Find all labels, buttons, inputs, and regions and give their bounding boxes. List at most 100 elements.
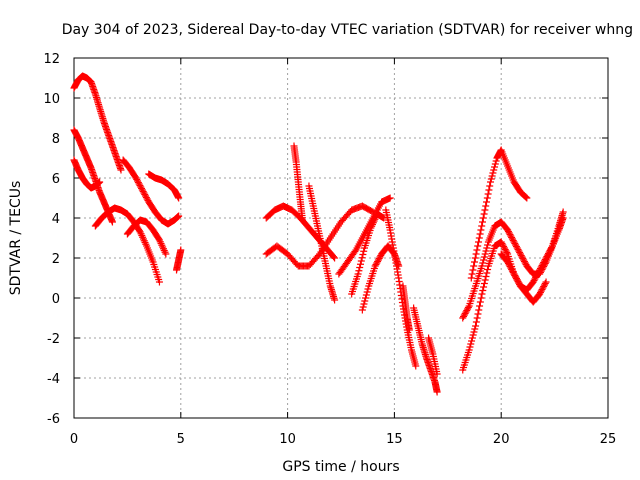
data-point (511, 240, 519, 247)
data-point (510, 270, 518, 278)
data-point (473, 246, 481, 254)
data-point (481, 206, 489, 214)
data-point (479, 259, 487, 267)
data-point (483, 269, 491, 277)
data-point (361, 297, 369, 305)
data-point (374, 256, 382, 264)
data-point (386, 194, 394, 202)
data-point (474, 310, 482, 318)
data-point (512, 273, 520, 281)
data-point (537, 267, 545, 275)
data-point (464, 304, 472, 311)
data-point (470, 262, 478, 270)
data-point (354, 270, 362, 278)
data-point (482, 273, 490, 280)
data-point (500, 244, 508, 252)
data-point (142, 192, 150, 200)
data-point (486, 182, 494, 190)
data-point (518, 253, 526, 261)
data-point (519, 255, 527, 262)
data-point (175, 212, 183, 220)
data-point (515, 279, 523, 287)
data-point (460, 311, 468, 319)
data-point (538, 266, 546, 273)
data-point (505, 229, 513, 237)
data-point (537, 287, 545, 295)
data-point (480, 210, 488, 218)
data-point (500, 243, 508, 250)
data-point (522, 193, 530, 201)
data-point (140, 189, 148, 197)
data-point (511, 272, 519, 279)
data-point (375, 255, 383, 262)
data-point (540, 281, 548, 289)
data-point (505, 261, 513, 269)
data-point (506, 231, 514, 238)
data-point (134, 177, 142, 185)
data-point (520, 256, 528, 264)
data-point (472, 322, 480, 330)
data-point (502, 247, 510, 255)
data-point (479, 218, 487, 226)
data-point (536, 289, 544, 296)
data-point (143, 195, 151, 203)
y-tick-label: -4 (47, 372, 60, 387)
data-point (471, 258, 478, 266)
data-point (530, 277, 538, 284)
data-point (356, 264, 364, 271)
data-point (358, 306, 366, 314)
y-tick-label: -6 (47, 412, 60, 427)
x-tick-label: 20 (493, 432, 510, 447)
data-point (539, 284, 547, 292)
y-tick-label: 0 (52, 292, 60, 307)
data-point (523, 194, 531, 202)
x-tick-label: 5 (177, 432, 185, 447)
data-point (472, 318, 480, 326)
data-point (405, 326, 413, 334)
data-point (478, 290, 486, 298)
y-axis-label: SDTVAR / TECUs (8, 181, 24, 296)
data-point (362, 291, 370, 299)
data-point (135, 227, 143, 235)
data-point (514, 278, 522, 285)
data-point (360, 247, 368, 255)
data-point (540, 261, 548, 269)
data-point (478, 262, 486, 270)
data-point (541, 280, 549, 287)
data-point (459, 314, 467, 322)
data-point (475, 238, 483, 246)
data-points (70, 72, 567, 396)
data-point (376, 253, 384, 261)
data-point (542, 278, 550, 286)
data-point (497, 238, 505, 246)
data-point (509, 237, 517, 244)
data-point (108, 218, 116, 226)
data-point (509, 269, 517, 276)
data-point (371, 262, 379, 270)
data-point (512, 241, 520, 249)
data-point (468, 334, 476, 342)
data-point (175, 194, 183, 202)
data-point (480, 283, 488, 291)
x-axis-tick-labels: 0 5 10 15 20 25 (70, 432, 616, 447)
data-point (536, 290, 544, 298)
data-point (462, 308, 470, 316)
data-point (508, 234, 516, 241)
data-point (356, 260, 364, 268)
data-point (471, 254, 479, 262)
data-point (483, 194, 491, 202)
data-point (177, 246, 185, 254)
data-point (482, 247, 490, 255)
data-point (488, 172, 496, 180)
x-tick-label: 15 (386, 432, 403, 447)
data-point (359, 251, 367, 258)
data-point (468, 337, 476, 345)
data-point (474, 242, 482, 250)
y-tick-label: 10 (43, 92, 60, 107)
data-point (480, 256, 488, 264)
data-point (480, 280, 488, 287)
data-point (520, 258, 528, 265)
data-point (508, 266, 516, 273)
x-axis-label: GPS time / hours (282, 459, 399, 475)
data-point (117, 166, 125, 174)
